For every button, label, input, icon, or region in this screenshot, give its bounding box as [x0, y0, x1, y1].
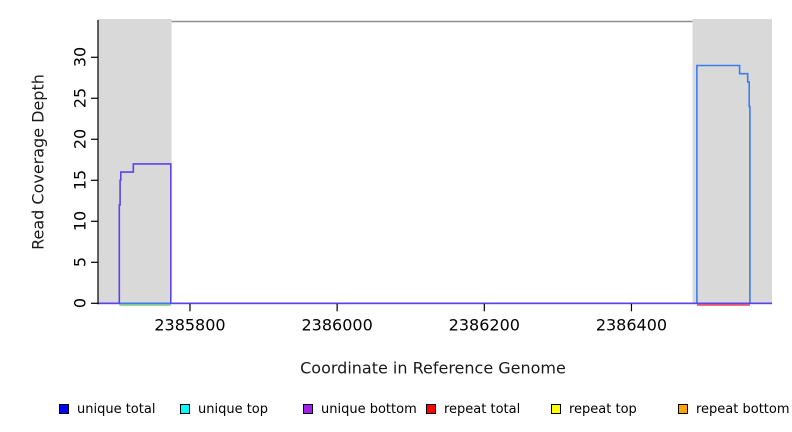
x-tick-label: 2386200 — [448, 315, 520, 335]
x-tick-label: 2386000 — [301, 315, 373, 335]
legend-swatch-icon — [426, 404, 436, 414]
legend-swatch-icon — [303, 404, 313, 414]
legend-item-repeat-total: repeat total — [426, 396, 520, 422]
legend-swatch-icon — [59, 404, 69, 414]
y-tick-label: 30 — [70, 47, 90, 68]
legend-item-repeat-top: repeat top — [551, 396, 637, 422]
y-tick-label: 20 — [70, 129, 90, 150]
x-axis-title: Coordinate in Reference Genome — [300, 358, 566, 378]
legend-label: unique bottom — [321, 401, 417, 417]
legend-swatch-icon — [551, 404, 561, 414]
legend-label: unique top — [198, 401, 269, 417]
legend-label: repeat bottom — [696, 401, 790, 417]
legend: unique total unique top unique bottom repea… — [0, 396, 792, 422]
legend-label: repeat total — [444, 401, 521, 417]
y-tick-label: 25 — [70, 88, 90, 109]
legend-swatch-icon — [180, 404, 190, 414]
series-unique-bottom-left-peak-violet- — [98, 163, 772, 305]
legend-item-unique-total: unique total — [59, 396, 155, 422]
legend-label: unique total — [77, 401, 156, 417]
legend-swatch-icon — [678, 404, 688, 414]
series-unique-total-right-peak-blue- — [98, 64, 772, 305]
y-tick-label: 0 — [70, 298, 90, 309]
legend-item-repeat-bottom: repeat bottom — [678, 396, 790, 422]
right-gray-band — [692, 19, 772, 304]
x-tick-label: 2386400 — [595, 315, 668, 335]
y-tick-label: 5 — [70, 257, 90, 268]
x-tick-label: 2385800 — [154, 315, 226, 335]
left-gray-band — [98, 19, 172, 304]
legend-item-unique-top: unique top — [180, 396, 268, 422]
y-axis-title: Read Coverage Depth — [28, 74, 48, 250]
legend-item-unique-bottom: unique bottom — [303, 396, 417, 422]
legend-label: repeat top — [569, 401, 637, 417]
y-tick-label: 10 — [70, 211, 90, 232]
y-tick-label: 15 — [70, 170, 90, 191]
